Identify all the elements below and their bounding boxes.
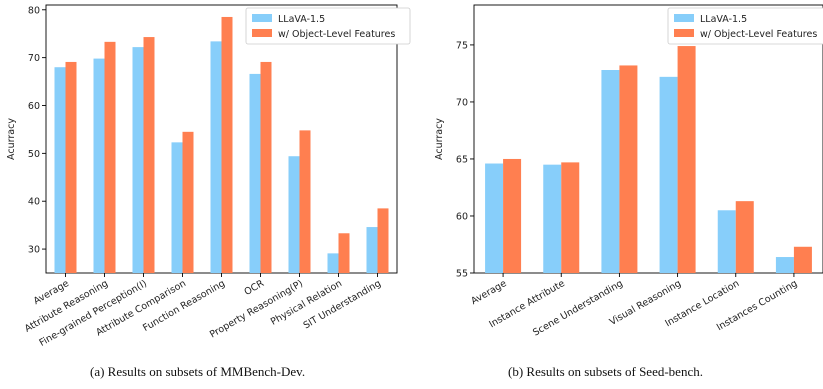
- y-tick-label: 75: [456, 40, 468, 51]
- legend-label: LLaVA-1.5: [278, 14, 325, 25]
- caption-a: (a) Results on subsets of MMBench-Dev.: [90, 364, 306, 379]
- y-tick-label: 55: [456, 269, 468, 280]
- bar: [366, 227, 378, 273]
- bar: [299, 130, 311, 273]
- bar: [288, 156, 300, 273]
- bar: [717, 210, 736, 273]
- bar: [65, 61, 77, 274]
- bar: [210, 41, 222, 273]
- y-tick-label: 60: [456, 211, 468, 222]
- bar: [143, 37, 155, 273]
- bar: [221, 16, 233, 273]
- x-tick-label: Average: [469, 278, 508, 307]
- legend-box: [245, 7, 411, 45]
- y-tick-label: 70: [456, 97, 468, 108]
- y-tick-label: 80: [28, 5, 40, 16]
- bar: [793, 246, 812, 273]
- bar: [775, 257, 794, 273]
- y-tick-label: 50: [28, 149, 40, 160]
- bar: [327, 253, 339, 273]
- bar: [503, 158, 522, 273]
- caption-b: (b) Results on subsets of Seed-bench.: [508, 364, 703, 379]
- legend-swatch: [252, 29, 272, 37]
- bar: [171, 142, 183, 273]
- bar: [659, 76, 678, 274]
- legend-label: w/ Object-Level Features: [700, 29, 817, 40]
- bar: [54, 67, 66, 273]
- y-axis-label: Acurracy: [434, 118, 445, 160]
- bar: [377, 208, 389, 273]
- bar: [260, 61, 272, 274]
- bar: [601, 70, 620, 273]
- legend-swatch: [252, 14, 272, 22]
- legend-swatch: [674, 29, 694, 37]
- bar: [132, 47, 144, 273]
- x-tick-label: OCR: [243, 278, 267, 298]
- legend-label: w/ Object-Level Features: [278, 29, 395, 40]
- legend-box: [667, 7, 823, 45]
- legend-label: LLaVA-1.5: [700, 14, 747, 25]
- y-tick-label: 65: [456, 154, 468, 165]
- bar: [543, 164, 562, 273]
- bar: [93, 58, 105, 273]
- bar: [338, 233, 350, 273]
- y-tick-label: 70: [28, 53, 40, 64]
- y-tick-label: 30: [28, 245, 40, 256]
- bar: [677, 46, 696, 273]
- legend-swatch: [674, 14, 694, 22]
- plot-frame-1: [473, 4, 823, 274]
- y-tick-label: 40: [28, 197, 40, 208]
- y-axis-label: Acurracy: [6, 118, 17, 160]
- y-tick-label: 60: [28, 101, 40, 112]
- bar: [561, 162, 580, 273]
- bar: [182, 131, 194, 273]
- bar: [735, 201, 754, 273]
- bar: [485, 163, 504, 273]
- bar: [104, 41, 116, 273]
- bar: [619, 65, 638, 273]
- bar: [249, 73, 261, 274]
